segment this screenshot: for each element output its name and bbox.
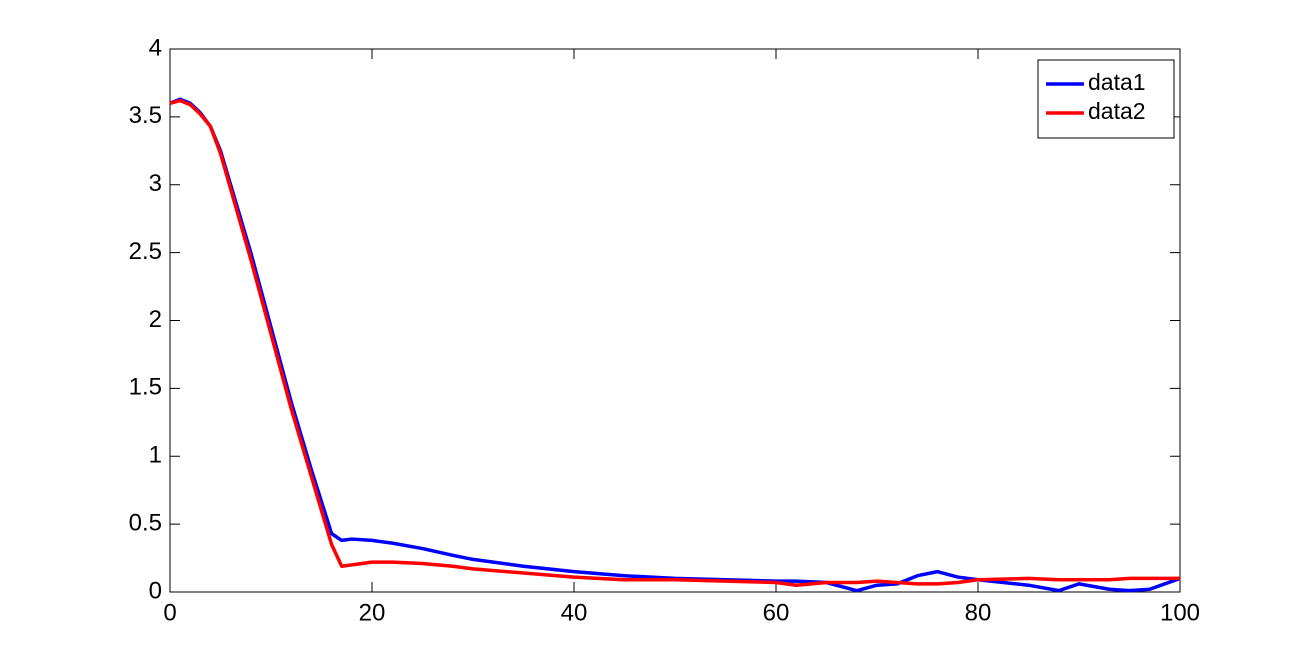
plot-area bbox=[169, 48, 1181, 593]
x-tick-label: 80 bbox=[965, 599, 992, 626]
x-tick-label: 60 bbox=[763, 599, 790, 626]
y-tick-label: 3.5 bbox=[129, 102, 162, 129]
data-line bbox=[169, 98, 1180, 587]
y-tick-label: 1.5 bbox=[129, 374, 162, 401]
legend-label: data1 bbox=[1088, 69, 1146, 95]
y-tick-label: 2 bbox=[149, 306, 162, 333]
y-tick-label: 2.5 bbox=[129, 238, 162, 265]
x-tick-label: 100 bbox=[1160, 599, 1200, 626]
x-tick-label: 40 bbox=[561, 599, 588, 626]
y-tick-label: 0 bbox=[149, 577, 162, 604]
y-tick-label: 3 bbox=[149, 170, 162, 197]
y-tick-label: 0.5 bbox=[129, 509, 162, 536]
x-tick-label: 20 bbox=[359, 599, 386, 626]
legend-box bbox=[1037, 59, 1175, 139]
legend-label: data2 bbox=[1088, 98, 1146, 124]
y-tick-label: 4 bbox=[149, 34, 162, 61]
x-tick-label: 0 bbox=[163, 599, 176, 626]
y-tick-label: 1 bbox=[149, 442, 162, 469]
